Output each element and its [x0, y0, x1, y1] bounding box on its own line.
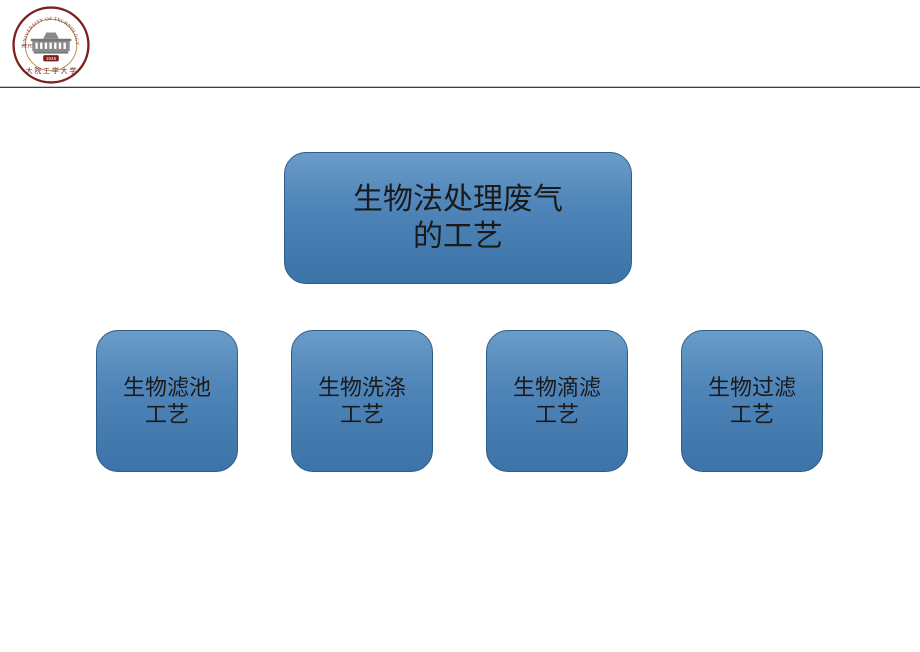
child-3-label-line2: 工艺: [535, 402, 579, 427]
child-4-label-line1: 生物过滤: [708, 375, 796, 400]
logo-bottom-text: 大 院 工 学 大 学: [26, 66, 77, 75]
child-2-label-line2: 工艺: [340, 402, 384, 427]
child-1-label-line2: 工艺: [145, 402, 189, 427]
parent-label-line1: 生物法处理废气: [353, 183, 563, 216]
child-1-label-line1: 生物滤池: [123, 375, 211, 400]
header-divider: [0, 86, 920, 88]
logo-year: 1945: [46, 56, 57, 61]
child-4-label-line2: 工艺: [730, 402, 774, 427]
child-3-label-line1: 生物滴滤: [513, 375, 601, 400]
parent-label-line2: 的工艺: [413, 220, 503, 253]
child-node-3: 生物滴滤 工艺: [486, 330, 628, 472]
child-node-2: 生物洗涤 工艺: [291, 330, 433, 472]
child-node-1: 生物滤池 工艺: [96, 330, 238, 472]
parent-node: 生物法处理废气 的工艺: [284, 152, 632, 284]
university-logo: UNIVERSITY OF TECHNOLOGY HEFEI 1945 大 院 …: [12, 6, 90, 84]
child-node-4: 生物过滤 工艺: [681, 330, 823, 472]
child-2-label-line1: 生物洗涤: [318, 375, 406, 400]
